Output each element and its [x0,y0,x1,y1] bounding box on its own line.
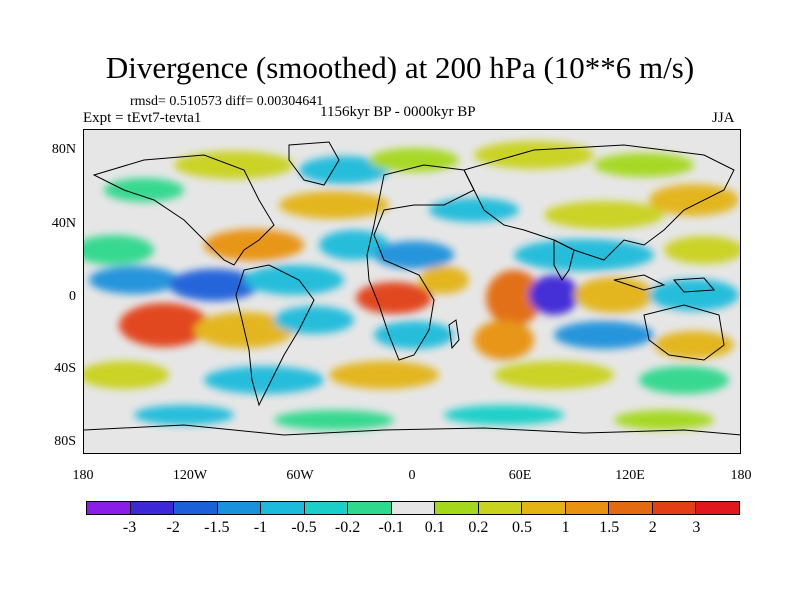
divergence-map [83,129,741,454]
rmsd-diff-stats: rmsd= 0.510573 diff= 0.00304641 [130,94,324,109]
colorbar-swatch [174,502,218,514]
colorbar-swatch [522,502,566,514]
lon-label-180-west: 180 [72,468,94,483]
period-label: 1156kyr BP - 0000kyr BP [320,104,476,120]
map-field [84,130,740,453]
colorbar-swatch [652,502,697,514]
colorbar-swatch [609,502,653,514]
lon-label-180-east: 180 [730,468,752,483]
lon-label-120e: 120E [615,468,645,483]
lat-label-40n: 40N [51,216,76,231]
colorbar [86,501,740,515]
colorbar-label: -0.2 [334,519,361,536]
colorbar-label: -1.5 [204,519,230,536]
coastlines [84,141,740,436]
colorbar-label: 2 [648,519,657,536]
colorbar-swatch [696,502,739,514]
colorbar-swatch [478,502,523,514]
colorbar-swatch [565,502,610,514]
colorbar-swatch [217,502,262,514]
colorbar-swatch [130,502,175,514]
colorbar-swatch [261,502,305,514]
colorbar-label: 0.1 [424,519,445,536]
map-title: Divergence (smoothed) at 200 hPa (10**6 … [105,50,695,85]
colorbar-label: -2 [166,519,180,536]
contour-field [84,141,740,430]
colorbar-swatch [87,502,131,514]
colorbar-label: 1 [561,519,570,536]
lon-label-0: 0 [408,468,416,483]
experiment-label: Expt = tEvt7-tevta1 [83,110,202,126]
colorbar-swatch [391,502,436,514]
lon-label-60w: 60W [286,468,314,483]
lon-label-60e: 60E [508,468,532,483]
colorbar-swatch [348,502,392,514]
colorbar-label: -3 [122,519,137,536]
colorbar-label: 3 [692,519,701,536]
colorbar-label: -0.1 [378,519,404,536]
colorbar-label: 0.2 [468,519,489,536]
colorbar-label: -1 [253,519,268,536]
colorbar-label: 0.5 [512,519,532,536]
colorbar-swatch [304,502,349,514]
lat-label-80s: 80S [54,434,76,449]
season-label: JJA [712,110,735,126]
lon-label-120w: 120W [172,468,208,483]
colorbar-label: -0.5 [291,519,317,536]
colorbar-label: 1.5 [599,519,620,536]
lat-label-80n: 80N [51,142,76,157]
lat-label-40s: 40S [54,361,76,376]
lat-label-0: 0 [69,289,76,304]
colorbar-swatch [435,502,479,514]
